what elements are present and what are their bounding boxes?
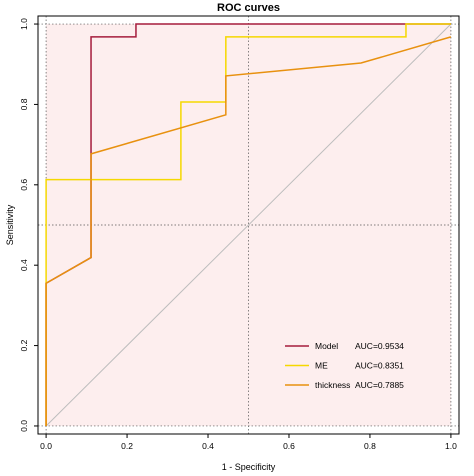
reference-diagonal [45,23,452,427]
x-tick-label: 1.0 [445,441,457,451]
y-tick-label: 0.8 [19,98,29,110]
y-tick-label: 0.6 [19,179,29,191]
legend-series-name: Model [315,341,338,351]
series-line-thickness [45,36,452,426]
y-tick-label: 0.4 [19,259,29,271]
x-tick-label: 0.0 [40,441,52,451]
legend-auc-value: AUC=0.9534 [355,341,404,351]
x-tick-label: 0.8 [364,441,376,451]
y-tick-label: 0.2 [19,339,29,351]
x-tick-label: 0.6 [283,441,295,451]
series-layer [45,23,452,426]
plot-frame [37,15,460,435]
y-tick-label: 1.0 [19,18,29,30]
legend: Model AUC=0.9534 ME AUC=0.8351 thickness AUC=… [285,341,404,390]
legend-auc-value: AUC=0.7885 [355,380,404,390]
legend-auc-value: AUC=0.8351 [355,360,404,370]
y-tick-label: 0.0 [19,420,29,432]
x-axis-label: 1 - Specificity [222,462,276,472]
chart-title: ROC curves [217,2,280,14]
x-tick-label: 0.4 [202,441,214,451]
legend-series-name: thickness [315,380,350,390]
y-axis-label: Sensitivity [5,204,15,245]
y-axis: 0.0 0.2 0.4 0.6 0.8 1.0 [19,18,38,432]
legend-series-name: ME [315,360,328,370]
x-tick-label: 0.2 [121,441,133,451]
x-axis: 0.0 0.2 0.4 0.6 0.8 1.0 [40,434,457,451]
